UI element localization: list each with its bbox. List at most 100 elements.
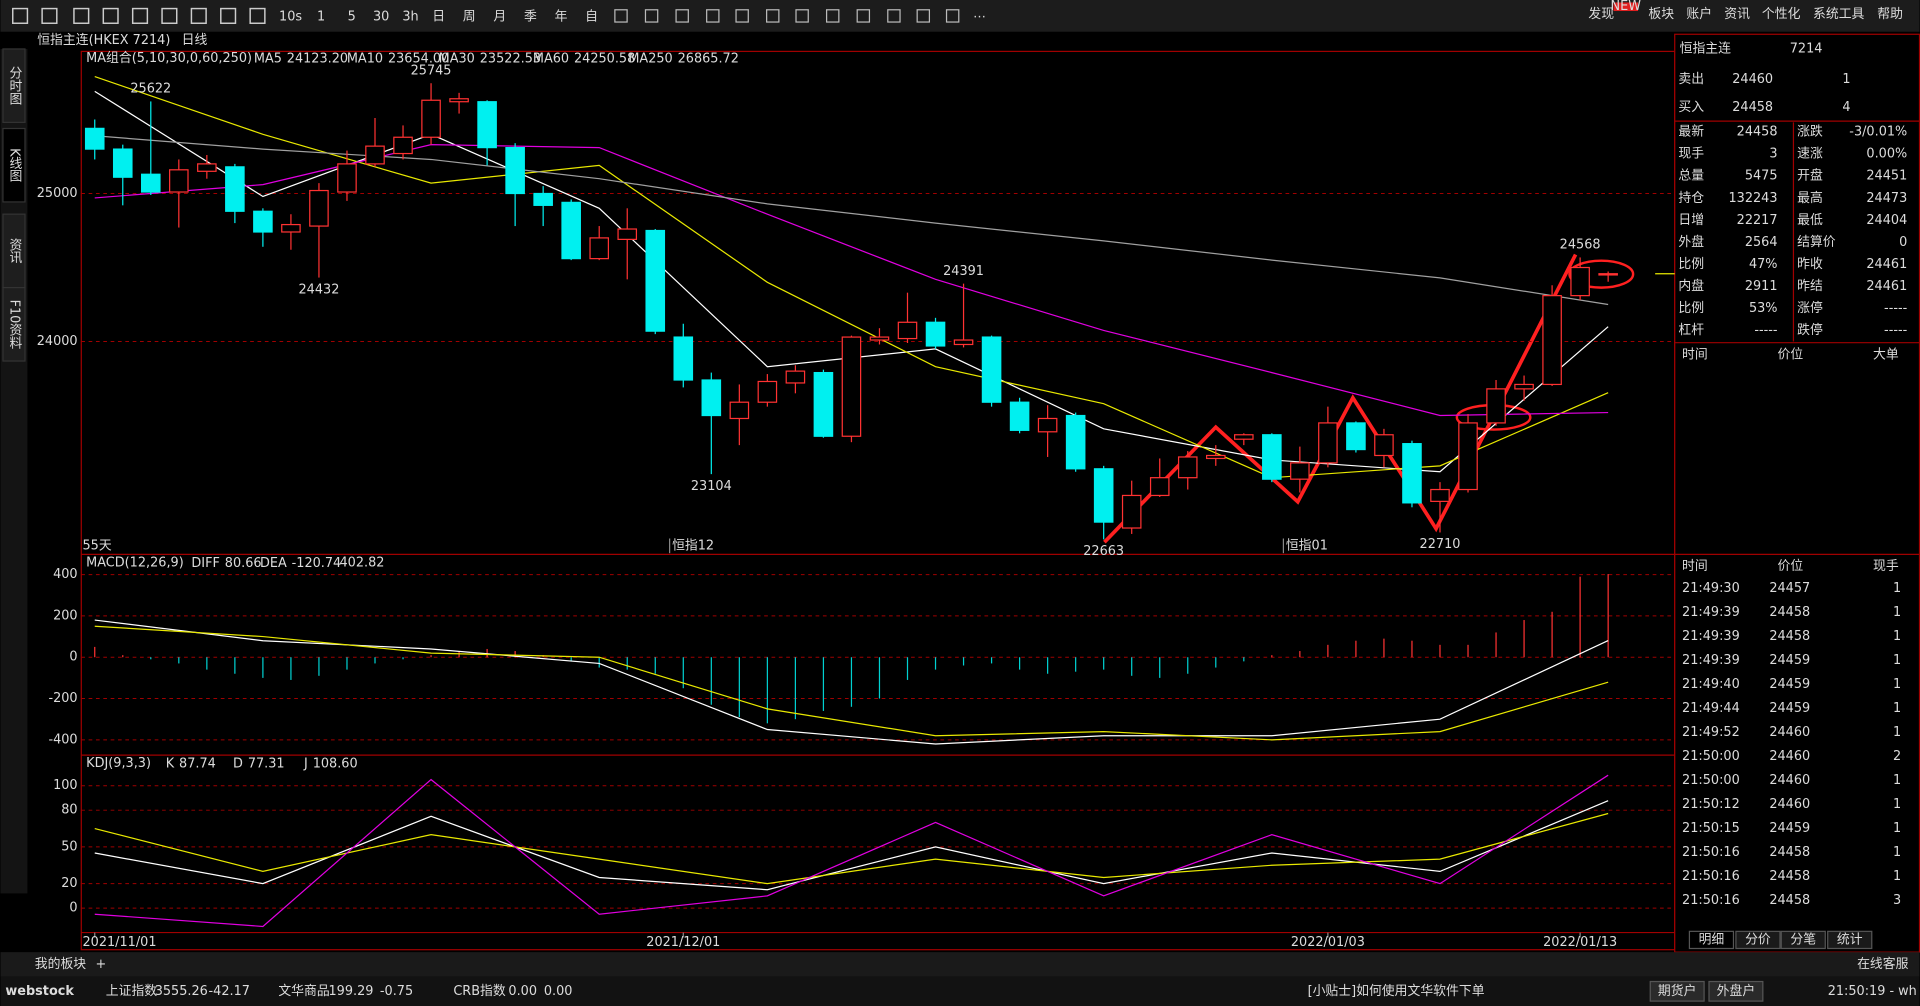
account-button[interactable] bbox=[1708, 980, 1764, 1002]
menu-item[interactable]: 帮助 bbox=[1877, 7, 1903, 22]
candle-body bbox=[841, 336, 862, 437]
toolbar-more[interactable]: ⋯ bbox=[973, 10, 986, 25]
toolbar-icon[interactable] bbox=[102, 7, 119, 24]
side-tab[interactable] bbox=[2, 48, 26, 123]
my-blocks-tab[interactable]: 我的板块 bbox=[35, 956, 87, 972]
panel-tab-label[interactable]: 分笔 bbox=[1790, 931, 1816, 947]
trade-volume: 1 bbox=[1893, 629, 1901, 644]
side-tab-label[interactable]: F10资料 bbox=[6, 300, 21, 350]
toolbar-icon[interactable] bbox=[945, 9, 960, 23]
menu-item[interactable]: 账户 bbox=[1686, 6, 1712, 22]
side-tab-label[interactable]: K线图 bbox=[6, 148, 21, 183]
menu-item[interactable]: 资讯 bbox=[1724, 7, 1750, 22]
period-button[interactable]: 季 bbox=[524, 10, 537, 25]
panel-tab[interactable] bbox=[1735, 930, 1781, 950]
service-button[interactable]: 在线客服 bbox=[1857, 956, 1909, 972]
candle-body bbox=[617, 228, 638, 240]
side-tab-label[interactable]: 分时图 bbox=[6, 66, 21, 105]
stat-value: 3 bbox=[1769, 147, 1777, 162]
toolbar-icon[interactable] bbox=[131, 7, 149, 24]
stat-label: 跌停 bbox=[1797, 322, 1823, 338]
toolbar-icon[interactable] bbox=[190, 7, 207, 24]
menu-item[interactable]: 系统工具 bbox=[1813, 7, 1865, 22]
add-tab[interactable]: + bbox=[95, 957, 106, 972]
toolbar-icon[interactable] bbox=[916, 9, 931, 23]
toolbar-icon[interactable] bbox=[675, 9, 689, 23]
side-tab[interactable] bbox=[2, 286, 26, 362]
stat-value: 0.00% bbox=[1866, 147, 1907, 162]
toolbar-icon[interactable] bbox=[795, 9, 809, 23]
period-button[interactable]: 1 bbox=[317, 10, 325, 25]
toolbar-icon[interactable] bbox=[644, 9, 659, 23]
stat-label: 比例 bbox=[1678, 301, 1704, 316]
toolbar-icon[interactable] bbox=[706, 9, 720, 23]
column-header: 现手 bbox=[1873, 559, 1899, 574]
period-button[interactable]: 5 bbox=[348, 10, 356, 25]
panel-tab[interactable] bbox=[1688, 930, 1735, 950]
legend-value: 23522.53 bbox=[480, 51, 541, 66]
menu-item[interactable]: 发现 bbox=[1588, 6, 1614, 22]
toolbar-icon[interactable] bbox=[73, 7, 90, 24]
period-button[interactable]: 月 bbox=[493, 10, 506, 25]
toolbar-icon[interactable] bbox=[12, 7, 29, 24]
candle-body bbox=[449, 98, 469, 103]
toolbar-icon[interactable] bbox=[887, 9, 901, 23]
panel-tab-label[interactable]: 统计 bbox=[1837, 932, 1863, 947]
panel-tab-label[interactable]: 明细 bbox=[1699, 932, 1725, 947]
side-tab-label[interactable]: 资讯 bbox=[6, 238, 21, 265]
candle-body bbox=[337, 163, 357, 193]
account-button-label[interactable]: 期货户 bbox=[1658, 983, 1697, 999]
stat-label: 最低 bbox=[1797, 213, 1823, 228]
stat-label: 昨收 bbox=[1797, 257, 1823, 272]
panel-tab-label[interactable]: 分价 bbox=[1745, 932, 1771, 947]
tip[interactable]: [小贴士]如何使用文华软件下单 bbox=[1308, 983, 1485, 999]
toolbar-icon[interactable] bbox=[614, 9, 628, 23]
toolbar-icon[interactable] bbox=[249, 7, 266, 24]
trade-time: 21:50:12 bbox=[1682, 797, 1740, 812]
menu-item[interactable]: 板块 bbox=[1648, 7, 1674, 22]
toolbar-icon[interactable] bbox=[766, 9, 780, 23]
account-button-label[interactable]: 外盘户 bbox=[1717, 983, 1756, 999]
trade-time: 21:50:00 bbox=[1682, 773, 1740, 788]
toolbar-icon[interactable] bbox=[41, 7, 58, 24]
stat-value: 5475 bbox=[1745, 169, 1778, 184]
toolbar-icon[interactable] bbox=[161, 7, 178, 24]
status-bar bbox=[0, 976, 1920, 1006]
panel-tab[interactable] bbox=[1780, 930, 1826, 950]
toolbar-icon[interactable] bbox=[735, 9, 749, 23]
candle-body bbox=[1542, 295, 1562, 386]
side-tab[interactable] bbox=[2, 127, 26, 203]
stat-label: 涨跌 bbox=[1797, 124, 1823, 140]
stat-value: 24451 bbox=[1866, 169, 1907, 184]
order-volume: 1 bbox=[1842, 72, 1850, 87]
stat-label: 速涨 bbox=[1797, 147, 1823, 162]
trade-price: 24459 bbox=[1769, 653, 1810, 668]
high-label: 25745 bbox=[411, 63, 452, 78]
column-header: 价位 bbox=[1778, 347, 1804, 362]
trade-time: 21:50:16 bbox=[1682, 845, 1740, 860]
candle-body bbox=[561, 201, 581, 260]
period-button[interactable]: 30 bbox=[373, 10, 389, 25]
period-button[interactable]: 3h bbox=[402, 10, 418, 25]
toolbar-icon[interactable] bbox=[856, 9, 871, 23]
quote-code: 7214 bbox=[1790, 41, 1823, 56]
trade-price: 24459 bbox=[1769, 821, 1810, 836]
period-button[interactable]: 年 bbox=[555, 10, 568, 25]
legend-value: -120.74 bbox=[292, 555, 342, 570]
y-tick-label: 200 bbox=[53, 608, 78, 623]
trade-time: 21:50:16 bbox=[1682, 893, 1740, 908]
toolbar-icon[interactable] bbox=[220, 7, 237, 24]
period-button[interactable]: 周 bbox=[463, 10, 476, 25]
period-button[interactable]: 10s bbox=[279, 10, 302, 25]
legend-name: J bbox=[303, 756, 308, 771]
legend-name: MA60 bbox=[533, 51, 569, 66]
stat-value: ----- bbox=[1884, 323, 1907, 338]
toolbar-icon[interactable] bbox=[825, 9, 840, 23]
low-label: 23104 bbox=[691, 479, 732, 494]
account-button[interactable] bbox=[1649, 980, 1705, 1002]
panel-tab[interactable] bbox=[1827, 930, 1873, 950]
candle-body bbox=[785, 370, 806, 384]
period-button[interactable]: 自 bbox=[585, 10, 598, 25]
period-button[interactable]: 日 bbox=[432, 10, 445, 25]
menu-item[interactable]: 个性化 bbox=[1762, 7, 1801, 22]
